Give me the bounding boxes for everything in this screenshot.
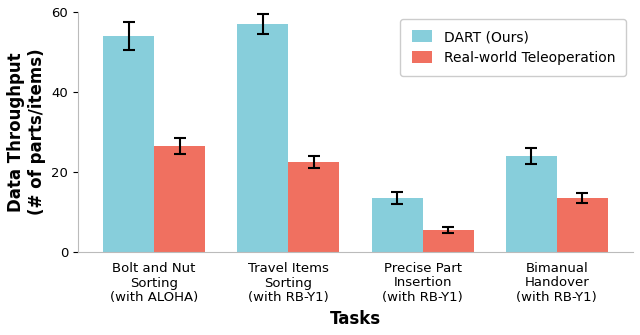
Bar <box>237 24 289 252</box>
Bar <box>289 162 339 252</box>
Bar <box>103 36 154 252</box>
Bar <box>506 156 557 252</box>
Legend: DART (Ours), Real-world Teleoperation: DART (Ours), Real-world Teleoperation <box>401 19 626 76</box>
Y-axis label: Data Throughput
(# of parts/items): Data Throughput (# of parts/items) <box>7 49 45 215</box>
Bar <box>372 198 422 252</box>
Bar <box>422 230 474 252</box>
Bar <box>154 146 205 252</box>
X-axis label: Tasks: Tasks <box>330 310 381 328</box>
Bar <box>557 198 608 252</box>
